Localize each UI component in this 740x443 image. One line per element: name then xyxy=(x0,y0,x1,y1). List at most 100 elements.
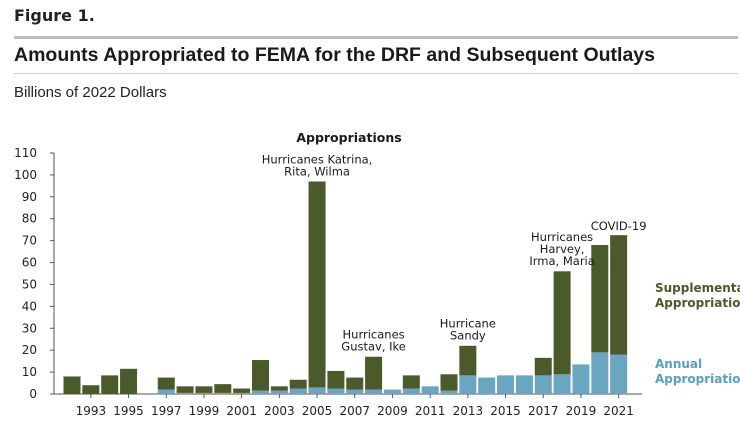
x-tick-label: 1993 xyxy=(76,404,107,418)
bar-annual-2016 xyxy=(515,375,533,394)
annotation-1-line: Gustav, Ike xyxy=(341,340,406,354)
legend-1-line: Appropriations xyxy=(655,372,740,386)
y-tick-label: 50 xyxy=(22,277,37,291)
bar-supplemental-2008 xyxy=(365,356,383,390)
x-tick-label: 2019 xyxy=(566,404,597,418)
x-tick-label: 2003 xyxy=(264,404,295,418)
bar-supplemental-1998 xyxy=(176,386,194,393)
bar-annual-1999 xyxy=(195,392,213,394)
bar-supplemental-2013 xyxy=(459,345,477,376)
bar-supplemental-1994 xyxy=(101,375,119,394)
bar-annual-2003 xyxy=(270,390,288,394)
x-tick-label: 1997 xyxy=(151,404,182,418)
x-tick-label: 2007 xyxy=(339,404,370,418)
bar-annual-2012 xyxy=(440,390,458,394)
x-tick-label: 1999 xyxy=(189,404,220,418)
bar-supplemental-2004 xyxy=(289,379,307,389)
bar-annual-2015 xyxy=(497,375,515,394)
bar-supplemental-2000 xyxy=(214,384,232,393)
annotation-4-line: COVID-19 xyxy=(591,219,647,233)
x-tick-label: 2013 xyxy=(453,404,484,418)
bar-supplemental-1997 xyxy=(157,377,175,390)
annotation-3-line: Harvey, xyxy=(540,242,585,256)
annotation-2-line: Hurricane xyxy=(440,317,496,331)
annotation-1-line: Hurricanes xyxy=(343,328,405,342)
annotation-0-line: Hurricanes Katrina, xyxy=(262,152,373,166)
bars xyxy=(63,181,628,394)
chart-title: Amounts Appropriated to FEMA for the DRF… xyxy=(14,44,655,66)
bar-annual-2021 xyxy=(610,354,628,394)
x-tick-label: 2011 xyxy=(415,404,446,418)
legend-1-line: Annual xyxy=(655,357,702,371)
y-tick-label: 100 xyxy=(14,168,37,182)
annotation-3-line: Hurricanes xyxy=(531,230,593,244)
x-tick-label: 2015 xyxy=(490,404,521,418)
y-tick-label: 90 xyxy=(22,190,37,204)
bar-supplemental-2006 xyxy=(327,370,345,389)
y-tick-label: 20 xyxy=(22,343,37,357)
bar-annual-2018 xyxy=(553,374,571,394)
y-tick-label: 110 xyxy=(14,146,37,160)
bar-supplemental-1999 xyxy=(195,386,213,393)
top-rule xyxy=(14,36,738,39)
bar-supplemental-1993 xyxy=(82,385,100,394)
y-tick-label: 60 xyxy=(22,256,37,270)
bar-annual-1998 xyxy=(176,392,194,394)
legend-0-line: Supplemental xyxy=(655,281,740,295)
y-tick-label: 80 xyxy=(22,212,37,226)
bar-annual-2014 xyxy=(478,377,496,394)
annotation-2-line: Sandy xyxy=(450,329,486,343)
chart-heading: Appropriations xyxy=(296,130,401,145)
bar-supplemental-2017 xyxy=(534,357,552,376)
bar-annual-2006 xyxy=(327,388,345,394)
annotation-0-line: Rita, Wilma xyxy=(284,164,350,178)
legend: SupplementalAppropriationsAnnualAppropri… xyxy=(655,281,740,386)
bar-supplemental-2021 xyxy=(610,235,628,355)
bar-supplemental-2003 xyxy=(270,386,288,391)
x-tick-label: 2005 xyxy=(302,404,333,418)
bar-supplemental-2002 xyxy=(252,360,269,391)
bar-annual-2005 xyxy=(308,387,326,394)
bar-annual-2013 xyxy=(459,375,477,394)
bar-annual-2009 xyxy=(383,389,401,394)
bar-annual-2002 xyxy=(252,390,269,394)
x-tick-label: 2001 xyxy=(226,404,257,418)
bar-annual-2020 xyxy=(591,352,609,394)
bar-annual-2001 xyxy=(233,392,251,394)
bar-annual-1997 xyxy=(157,389,175,394)
y-tick-label: 70 xyxy=(22,234,37,248)
x-tick-label: 1995 xyxy=(113,404,144,418)
bar-supplemental-2018 xyxy=(553,271,571,375)
x-tick-label: 2021 xyxy=(603,404,634,418)
annotation-3-line: Irma, Maria xyxy=(529,254,594,268)
bar-annual-2008 xyxy=(365,389,383,394)
axes: 0 10 20 30 40 50 60 70 80 90 100 110 1993 1995 1997 199… xyxy=(14,146,642,418)
bar-annual-2010 xyxy=(402,388,420,394)
bar-annual-2000 xyxy=(214,392,232,394)
bar-supplemental-2010 xyxy=(402,375,420,389)
bar-supplemental-2001 xyxy=(233,388,251,393)
chart-subtitle: Billions of 2022 Dollars xyxy=(14,84,167,101)
figure-label: Figure 1. xyxy=(14,6,95,25)
bar-supplemental-2012 xyxy=(440,374,458,391)
legend-0-line: Appropriations xyxy=(655,296,740,310)
y-tick-label: 0 xyxy=(29,387,37,401)
x-tick-label: 2017 xyxy=(528,404,559,418)
bar-annual-2011 xyxy=(421,386,439,394)
bar-supplemental-1995 xyxy=(120,368,138,394)
bar-supplemental-2007 xyxy=(346,377,364,390)
bar-annual-2019 xyxy=(572,364,590,394)
title-rule xyxy=(14,73,738,74)
x-tick-label: 2009 xyxy=(377,404,408,418)
bar-annual-2017 xyxy=(534,375,552,394)
bar-supplemental-2020 xyxy=(591,245,609,353)
bar-supplemental-2005 xyxy=(308,181,326,388)
annotations: Hurricanes Katrina,Rita, Wilma Hurricanes… xyxy=(262,152,647,353)
bar-annual-2004 xyxy=(289,388,307,394)
bar-annual-2007 xyxy=(346,389,364,394)
y-tick-label: 30 xyxy=(22,321,37,335)
bar-supplemental-1992 xyxy=(63,376,81,394)
y-tick-label: 40 xyxy=(22,299,37,313)
y-tick-label: 10 xyxy=(22,365,37,379)
